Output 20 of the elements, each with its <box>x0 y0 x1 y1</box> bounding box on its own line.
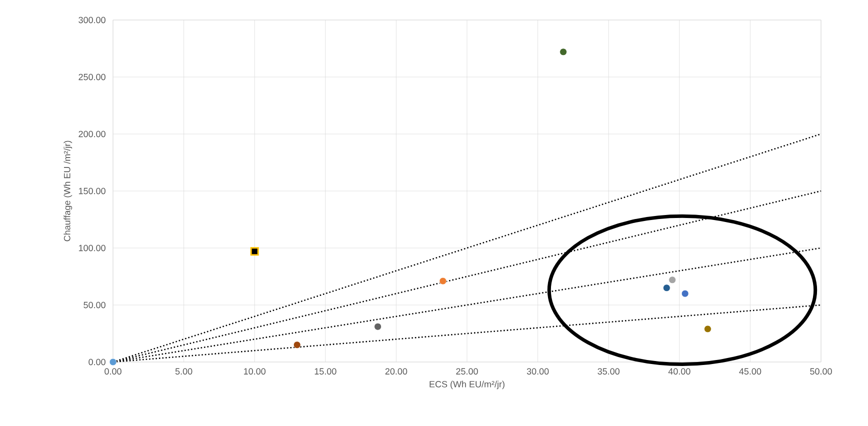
y-tick-label: 250.00 <box>78 74 106 80</box>
x-tick-label: 5.00 <box>175 368 192 375</box>
x-tick-label: 50.00 <box>810 368 832 375</box>
x-tick-label: 25.00 <box>456 368 478 375</box>
y-tick-label: 200.00 <box>78 130 106 138</box>
x-tick-label: 20.00 <box>385 368 408 375</box>
y-tick-label: 0.00 <box>88 358 106 366</box>
x-tick-label: 15.00 <box>314 368 336 375</box>
y-tick-label: 100.00 <box>78 244 106 252</box>
x-tick-label: 10.00 <box>244 368 266 375</box>
x-tick-label: 40.00 <box>668 368 690 375</box>
y-tick-label: 150.00 <box>78 188 106 194</box>
y-tick-label: 300.00 <box>78 16 106 24</box>
x-tick-label: 45.00 <box>739 368 762 375</box>
x-tick-label: 30.00 <box>526 368 549 375</box>
x-tick-label: 35.00 <box>598 368 620 375</box>
x-tick-label: 0.00 <box>104 368 122 375</box>
x-axis-title: ECS (Wh EU/m²/jr) <box>430 380 504 390</box>
y-axis-title: Chauffage (Wh EU /m²/jr) <box>64 140 72 242</box>
y-tick-label: 50.00 <box>84 302 106 308</box>
